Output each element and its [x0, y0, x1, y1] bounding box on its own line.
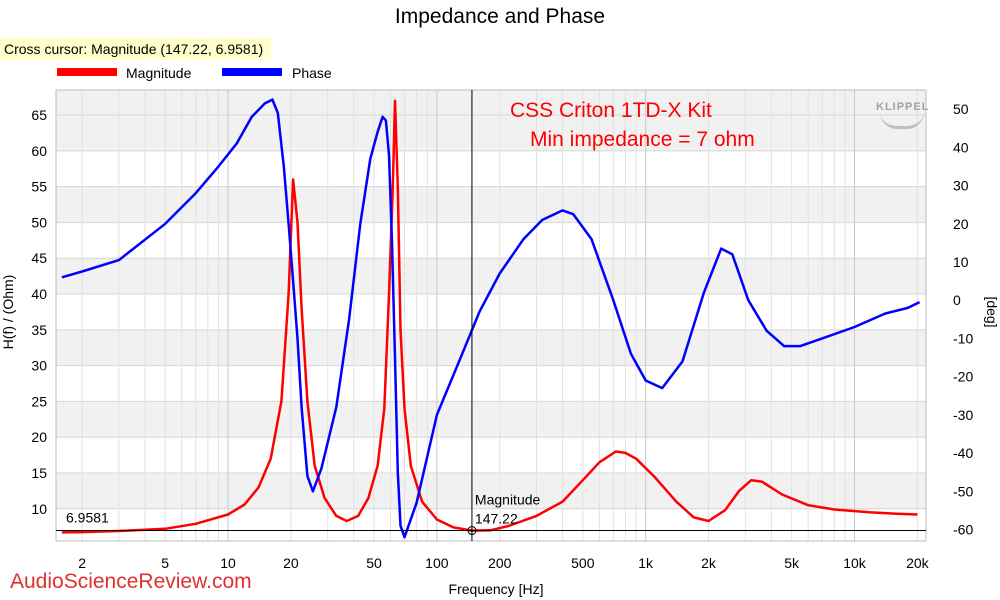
y-right-tick-label: 50 [953, 101, 969, 117]
cross-cursor: Magnitude 147.22 6.9581 [56, 90, 926, 541]
grid-band [56, 186, 926, 223]
x-tick-label: 20 [283, 555, 299, 571]
y-tick-label: 50 [31, 214, 47, 230]
y-right-tick-label: -40 [953, 445, 973, 461]
x-tick-label: 2k [701, 555, 717, 571]
plot-area [56, 90, 926, 541]
annotation-model-name: CSS Criton 1TD-X Kit [510, 99, 712, 122]
legend-swatch-phase [222, 68, 282, 76]
plot-frame [55, 89, 927, 542]
y-tick-label: 65 [31, 107, 47, 123]
y-axis-label: H(f) / (Ohm) [0, 275, 16, 350]
y-right-tick-label: -50 [953, 483, 973, 499]
y-right-tick-label: 0 [953, 292, 961, 308]
y-right-tick-label: 30 [953, 178, 969, 194]
x-tick-label: 5k [784, 555, 800, 571]
cursor-x-value: 147.22 [475, 511, 518, 527]
y-tick-label: 40 [31, 286, 47, 302]
legend-label-phase: Phase [292, 65, 332, 81]
y-right-tick-label: 40 [953, 139, 969, 155]
x-axis-label: Frequency [Hz] [449, 581, 544, 597]
x-tick-label: 10k [843, 555, 867, 571]
y-tick-label: 20 [31, 429, 47, 445]
klippel-logo: KLIPPEL [876, 101, 929, 129]
y-right-tick-label: -60 [953, 522, 973, 538]
watermark: AudioScienceReview.com [10, 570, 252, 593]
y-tick-label: 55 [31, 179, 47, 195]
x-tick-label: 10 [220, 555, 236, 571]
cursor-y-value: 6.9581 [66, 510, 109, 526]
cursor-series-label: Magnitude [475, 492, 541, 508]
annotation-min-impedance: Min impedance = 7 ohm [530, 128, 755, 151]
y-tick-label: 30 [31, 358, 47, 374]
cursor-readout: Cross cursor: Magnitude (147.22, 6.9581) [0, 38, 272, 60]
series-line-phase [61, 98, 921, 539]
x-tick-label: 200 [488, 555, 512, 571]
y-right-tick-label: 10 [953, 254, 969, 270]
x-tick-label: 1k [638, 555, 654, 571]
legend-swatch-magnitude [57, 68, 117, 76]
y-right-tick-label: 20 [953, 216, 969, 232]
grid-band [56, 90, 926, 116]
x-tick-label: 20k [906, 555, 930, 571]
x-tick-label: 5 [161, 555, 169, 571]
grid-band [56, 329, 926, 366]
x-tick-label: 100 [425, 555, 449, 571]
y-tick-label: 15 [31, 465, 47, 481]
y-right-tick-label: -30 [953, 407, 973, 423]
legend: Magnitude Phase [57, 65, 332, 81]
series-layer [61, 98, 921, 539]
y-tick-label: 25 [31, 393, 47, 409]
y-axis-right-label: [deg] [984, 296, 1000, 327]
y-tick-label: 45 [31, 250, 47, 266]
x-tick-label: 2 [78, 555, 86, 571]
x-tick-label: 500 [571, 555, 595, 571]
grid-band [56, 401, 926, 438]
klippel-logo-text: KLIPPEL [876, 101, 930, 113]
y-tick-label: 60 [31, 143, 47, 159]
klippel-logo-arc [880, 112, 924, 129]
y-right-tick-label: -20 [953, 369, 973, 385]
grid [56, 90, 926, 541]
legend-label-magnitude: Magnitude [126, 65, 192, 81]
axes: 2 5 10 20 50 100 200 500 1k 2k 5k 10k 20k10152025303… [31, 89, 973, 571]
grid-band [56, 472, 926, 509]
grid-band [56, 115, 926, 151]
y-tick-label: 10 [31, 501, 47, 517]
x-tick-label: 50 [366, 555, 382, 571]
y-tick-label: 35 [31, 322, 47, 338]
chart-title: Impedance and Phase [395, 5, 605, 28]
y-right-tick-label: -10 [953, 330, 973, 346]
series-line-magnitude [61, 99, 918, 534]
